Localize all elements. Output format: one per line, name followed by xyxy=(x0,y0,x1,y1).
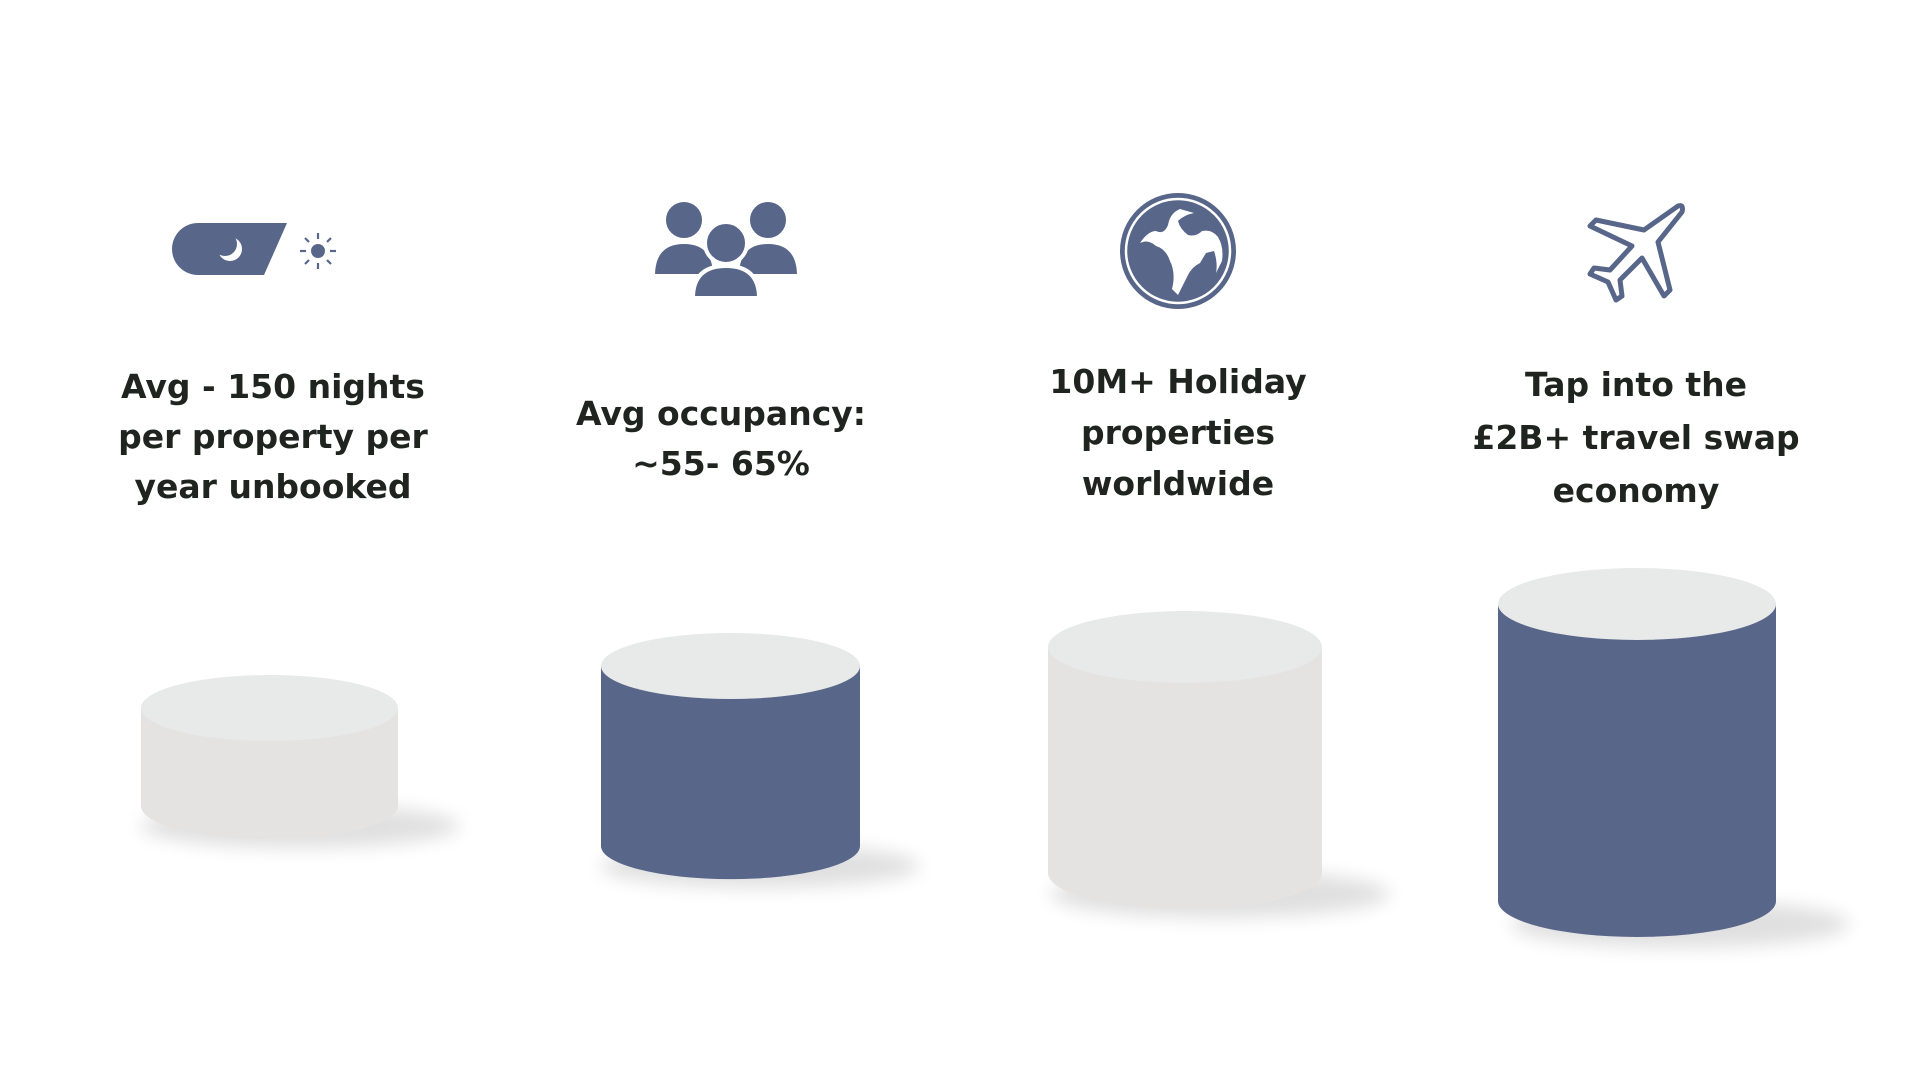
cylinder-1 xyxy=(140,675,460,848)
stat-line: 10M+ Holiday xyxy=(1049,362,1307,401)
cylinder-top xyxy=(1498,568,1776,640)
stat-line: worldwide xyxy=(1081,464,1275,503)
cylinder-top xyxy=(141,675,398,741)
day-night-toggle-icon xyxy=(172,223,336,275)
cylinder-side xyxy=(1048,647,1322,909)
cylinder-top xyxy=(1048,611,1322,683)
cylinder-2 xyxy=(600,633,920,888)
cylinder-side xyxy=(1498,604,1776,937)
cylinder-side xyxy=(601,666,860,880)
stat-line: Tap into the xyxy=(1524,365,1748,404)
stat-text-2: Avg occupancy: ~55- 65% xyxy=(576,389,866,489)
stat-line: per property per xyxy=(118,417,428,456)
stat-text-4: Tap into the £2B+ travel swap economy xyxy=(1472,358,1799,517)
stat-line: properties xyxy=(1081,413,1275,452)
stat-line: Avg occupancy: xyxy=(576,394,866,433)
people-group-icon xyxy=(651,198,801,300)
stat-line: Avg - 150 nights xyxy=(121,367,425,406)
stat-text-1: Avg - 150 nights per property per year u… xyxy=(118,362,428,512)
cylinder-side xyxy=(141,708,398,840)
cylinder-3 xyxy=(1048,611,1390,918)
airplane-icon xyxy=(1587,203,1685,303)
cylinder-4 xyxy=(1498,568,1850,948)
stat-line: year unbooked xyxy=(134,467,412,506)
stat-line: ~55- 65% xyxy=(632,444,810,483)
stat-line: £2B+ travel swap xyxy=(1472,418,1800,457)
stat-text-3: 10M+ Holiday properties worldwide xyxy=(1049,356,1306,509)
stat-line: economy xyxy=(1552,471,1720,510)
globe-icon xyxy=(1120,193,1236,309)
cylinder-top xyxy=(601,633,860,699)
